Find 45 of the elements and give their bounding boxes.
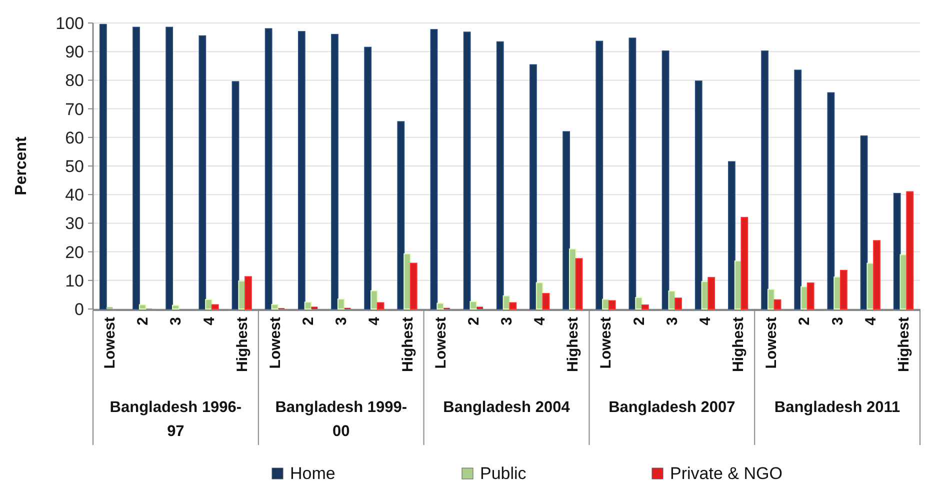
y-tick-label: 100	[56, 14, 84, 33]
x-tick-label: Highest	[730, 317, 748, 372]
x-tick-label: 4	[366, 316, 384, 326]
legend-label: Private & NGO	[670, 464, 782, 483]
x-tick-label: 4	[696, 316, 714, 326]
legend-label: Public	[480, 464, 527, 483]
x-tick-label: 2	[796, 317, 814, 326]
x-tick-label: Lowest	[598, 317, 615, 369]
y-tick-label: 60	[65, 128, 84, 148]
x-tick-label: 2	[465, 317, 482, 326]
x-tick-label: 3	[664, 317, 681, 326]
y-tick-label: 80	[65, 71, 84, 90]
x-tick-label: Lowest	[432, 317, 450, 369]
x-tick-label: Highest	[895, 317, 912, 372]
y-tick-label: 30	[65, 214, 84, 234]
x-tick-label: 2	[134, 317, 152, 326]
y-tick-label: 50	[65, 156, 84, 176]
x-tick-label: 4	[862, 316, 880, 326]
x-tick-label: Highest	[564, 317, 582, 372]
x-tick-label: 4	[532, 316, 549, 326]
x-tick-label: 2	[630, 317, 648, 326]
x-tick-label: 2	[300, 317, 318, 326]
x-tick-label: 3	[168, 317, 185, 326]
x-tick-label: Lowest	[266, 317, 284, 369]
x-tick-label: Lowest	[763, 317, 780, 369]
text: Bangladesh 2004	[443, 399, 570, 416]
x-tick-label: 3	[829, 317, 846, 326]
y-tick-label: 90	[65, 42, 84, 62]
x-tick-label: Highest	[399, 317, 416, 372]
text: Bangladesh 1999-00	[275, 399, 408, 440]
text: Bangladesh 1996-97	[110, 399, 242, 440]
x-tick-label: 4	[200, 316, 218, 326]
legend-label: Home	[290, 464, 336, 483]
text: Bangladesh 2011	[774, 399, 901, 416]
y-tick-label: 10	[65, 271, 84, 290]
text: Bangladesh 2007	[608, 399, 736, 416]
y-tick-label: 40	[65, 186, 84, 205]
y-tick-label: 0	[74, 300, 84, 319]
y-tick-label: 70	[65, 100, 84, 119]
y-tick-label: 20	[65, 242, 84, 262]
x-tick-label: 3	[333, 317, 350, 326]
x-tick-label: Highest	[234, 317, 251, 372]
x-tick-label: 3	[498, 317, 516, 326]
x-tick-label: Lowest	[102, 317, 119, 369]
y-axis-title: Percent	[13, 136, 30, 196]
